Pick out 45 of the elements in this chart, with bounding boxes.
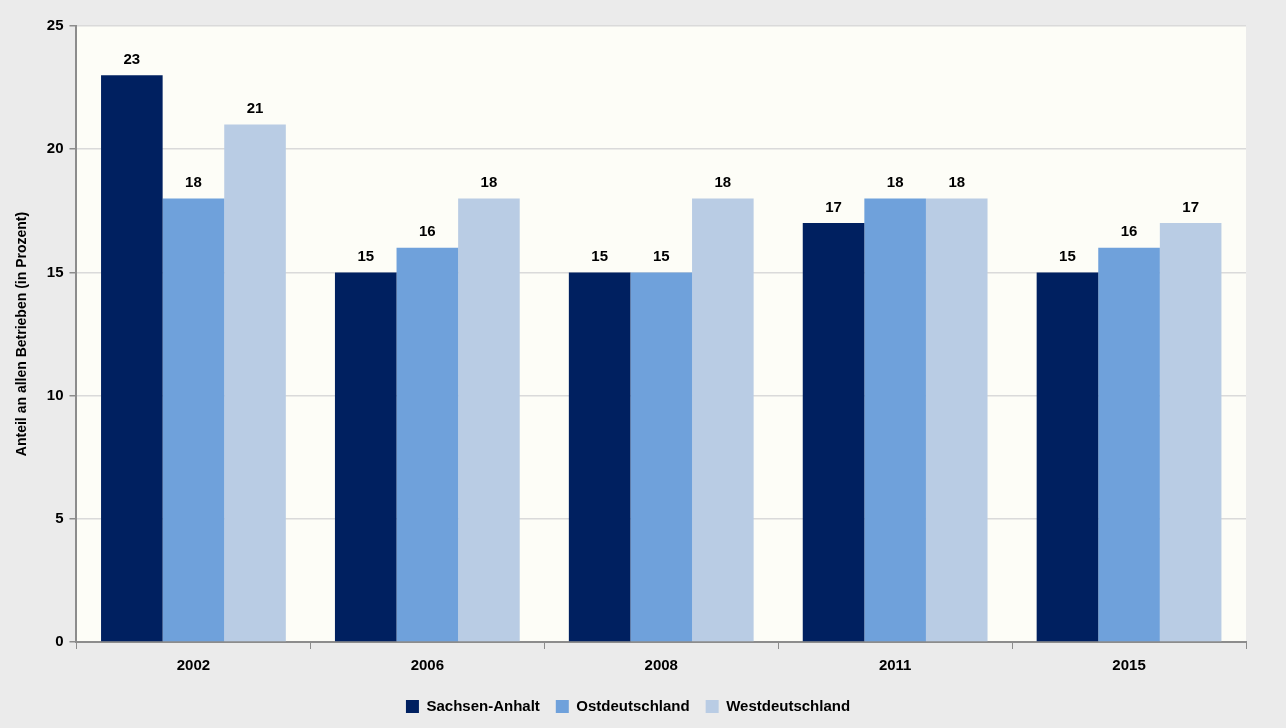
data-label: 18 (948, 173, 966, 191)
y-tick-label: 5 (55, 508, 64, 526)
bar (162, 198, 225, 642)
y-tick-label: 25 (46, 16, 64, 34)
data-label: 15 (652, 247, 670, 265)
data-label: 16 (419, 222, 436, 240)
data-label: 18 (714, 173, 732, 191)
bar (692, 198, 754, 642)
data-label: 21 (246, 99, 264, 117)
data-label: 17 (825, 197, 842, 215)
x-tick-label: 2002 (176, 656, 211, 674)
data-label: 18 (480, 173, 498, 191)
legend-label: Westdeutschland (726, 696, 851, 714)
data-label: 16 (1120, 222, 1138, 240)
x-tick-label: 2011 (878, 656, 912, 674)
data-label: 15 (591, 247, 608, 265)
bar (224, 124, 286, 642)
legend-label: Ostdeutschland (576, 696, 690, 714)
bar (1098, 247, 1160, 642)
y-axis-title: Anteil an allen Betrieben (in Prozent) (13, 211, 30, 457)
bar (458, 198, 520, 642)
data-label: 15 (1059, 247, 1076, 265)
data-label: 23 (123, 49, 141, 67)
y-tick-label: 20 (46, 139, 64, 157)
y-tick-label: 15 (46, 262, 64, 280)
data-label: 18 (886, 173, 904, 191)
x-tick-label: 2015 (1112, 656, 1146, 674)
data-label: 18 (185, 173, 202, 191)
legend-label: Sachsen-Anhalt (426, 696, 540, 714)
bar (101, 75, 163, 642)
bar (864, 198, 926, 642)
bar (925, 198, 988, 642)
data-label: 15 (357, 247, 375, 265)
data-label: 17 (1182, 197, 1199, 215)
bar (1159, 223, 1222, 642)
y-tick-label: 10 (46, 385, 64, 403)
x-tick-label: 2006 (410, 656, 445, 674)
bar (802, 223, 865, 642)
bar (630, 272, 693, 642)
bar (568, 272, 631, 642)
y-tick-label: 0 (55, 632, 64, 650)
x-tick-label: 2008 (644, 656, 678, 674)
bar (1036, 272, 1099, 642)
bar (396, 247, 459, 642)
bar (334, 272, 397, 642)
